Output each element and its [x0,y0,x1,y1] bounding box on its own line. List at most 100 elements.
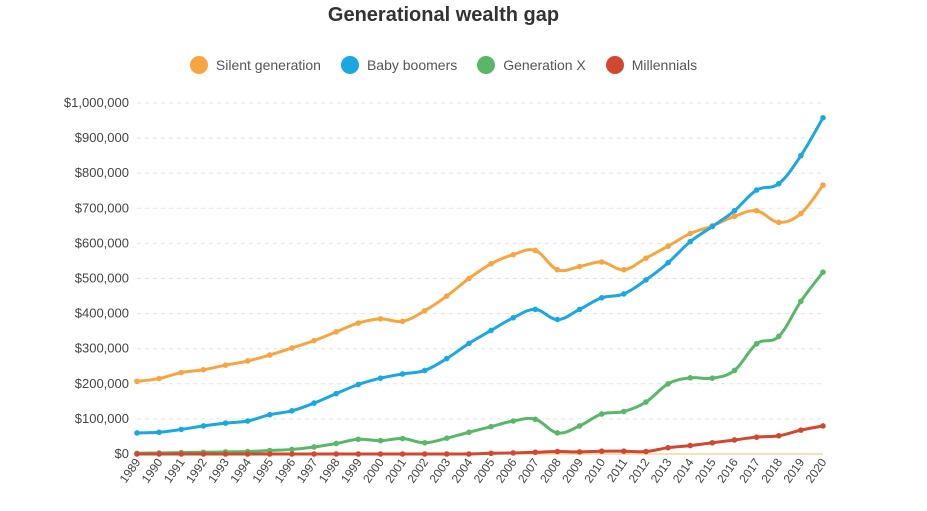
data-point-baby-boomers [820,114,826,121]
data-point-generation-x [643,399,649,405]
legend-swatch [189,56,208,74]
data-point-silent-generation [775,219,782,226]
data-point-silent-generation [554,266,561,273]
data-point-silent-generation [200,366,207,373]
x-tick-label: 2015 [692,455,719,485]
data-point-millennials [311,451,317,457]
data-point-generation-x [377,437,384,444]
data-point-millennials [510,450,516,456]
data-point-silent-generation [466,275,472,282]
data-point-generation-x [466,429,472,436]
data-point-generation-x [289,446,295,453]
legend-item-baby-boomers[interactable]: Baby boomers [340,56,458,74]
x-tick-label: 2016 [714,455,741,485]
y-tick-label: $200,000 [75,376,129,391]
x-tick-label: 2002 [404,455,431,485]
data-point-silent-generation [665,243,671,250]
data-point-millennials [156,451,162,457]
x-tick-label: 1996 [272,455,299,485]
legend-item-silent-generation[interactable]: Silent generation [189,56,321,74]
data-point-millennials [798,427,804,433]
data-point-millennials [731,437,738,443]
data-point-baby-boomers [355,381,362,388]
data-point-baby-boomers [532,306,539,313]
y-tick-label: $300,000 [75,341,129,356]
data-point-silent-generation [643,255,649,261]
data-point-generation-x [333,440,339,447]
data-point-millennials [775,432,782,439]
data-point-generation-x [665,381,671,387]
data-point-millennials [444,451,450,457]
data-point-silent-generation [820,182,826,188]
y-tick-label: $900,000 [75,130,129,145]
data-point-baby-boomers [289,408,295,414]
data-point-silent-generation [488,260,494,267]
data-point-millennials [178,451,185,457]
data-point-silent-generation [266,352,273,358]
data-point-baby-boomers [554,316,561,323]
data-point-baby-boomers [399,371,406,377]
data-point-generation-x [576,423,583,429]
data-point-millennials [289,451,295,457]
data-point-generation-x [510,418,516,424]
x-tick-label: 2010 [581,455,608,485]
data-point-generation-x [820,269,826,275]
data-point-baby-boomers [665,259,671,266]
x-tick-label: 1994 [227,455,254,485]
data-point-silent-generation [377,316,384,322]
x-tick-label: 2008 [537,455,564,485]
data-point-generation-x [311,444,317,450]
data-point-baby-boomers [621,291,627,297]
data-point-millennials [399,451,406,457]
legend-label: Silent generation [215,57,321,73]
data-point-baby-boomers [266,411,273,418]
data-point-baby-boomers [643,277,649,283]
data-point-silent-generation [244,358,251,364]
data-point-silent-generation [510,251,516,258]
data-point-millennials [421,451,428,457]
data-point-baby-boomers [244,418,251,424]
data-point-silent-generation [598,259,605,265]
y-tick-label: $1,000,000 [64,95,129,110]
data-point-millennials [598,448,605,454]
legend-swatch [477,56,496,74]
data-point-millennials [355,451,362,457]
data-point-generation-x [709,375,716,381]
y-tick-label: $700,000 [75,200,129,215]
data-point-baby-boomers [753,187,760,193]
data-point-generation-x [621,408,627,415]
data-point-millennials [200,451,207,457]
y-tick-label: $0 [115,446,129,461]
x-tick-label: 2012 [626,455,653,485]
data-point-silent-generation [156,375,162,382]
data-point-baby-boomers [731,207,738,214]
data-point-silent-generation [289,345,295,351]
data-point-baby-boomers [134,430,140,436]
data-point-silent-generation [687,230,694,237]
data-point-silent-generation [731,213,738,220]
data-point-baby-boomers [333,390,339,397]
data-point-baby-boomers [576,306,583,313]
series-line-silent-generation [135,183,825,383]
legend-label: Baby boomers [366,57,458,73]
x-tick-label: 2003 [426,455,453,485]
data-point-baby-boomers [377,375,384,381]
x-tick-label: 1999 [338,455,365,485]
legend-swatch [340,56,359,74]
data-point-millennials [576,449,583,455]
data-point-baby-boomers [510,315,516,321]
legend-item-generation-x[interactable]: Generation X [477,56,586,74]
x-tick-label: 2020 [803,455,830,485]
legend-label: Millennials [631,57,698,73]
data-point-millennials [377,451,384,457]
data-point-generation-x [399,435,406,442]
y-tick-label: $100,000 [75,411,129,426]
data-point-generation-x [421,439,428,446]
legend-item-millennials[interactable]: Millennials [605,56,698,74]
data-point-silent-generation [333,329,339,335]
data-point-generation-x [355,436,362,443]
x-tick-label: 1991 [161,455,188,485]
data-point-baby-boomers [421,367,428,374]
data-point-millennials [643,448,649,455]
data-point-generation-x [598,411,605,417]
